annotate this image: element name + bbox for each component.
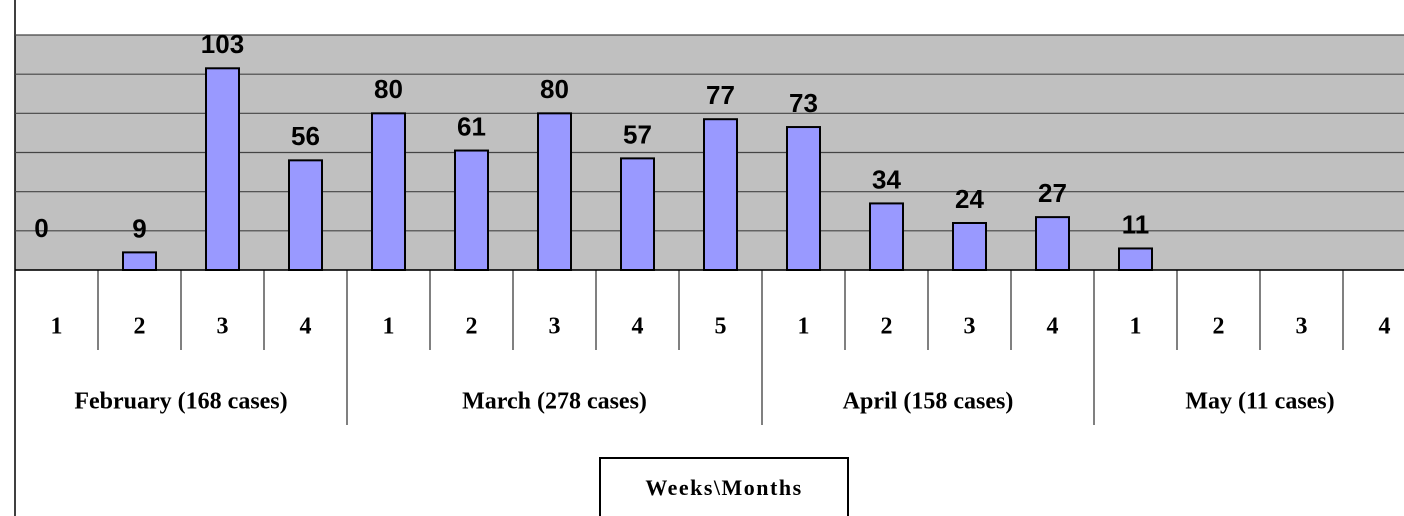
data-label: 27 <box>1038 178 1067 208</box>
group-label: February (168 cases) <box>74 389 287 415</box>
x-tick-label: 2 <box>466 314 478 340</box>
data-label: 56 <box>291 121 320 151</box>
bar <box>288 159 323 271</box>
data-label: 24 <box>955 184 984 214</box>
x-tick-label: 5 <box>715 314 727 340</box>
data-label: 80 <box>374 74 403 104</box>
bar <box>1035 216 1070 271</box>
x-tick-label: 3 <box>964 314 976 340</box>
x-tick-label: 2 <box>881 314 893 340</box>
x-tick-label: 4 <box>300 314 312 340</box>
data-label: 57 <box>623 119 652 149</box>
x-label-box <box>599 457 849 516</box>
bar <box>703 118 738 272</box>
x-tick-label: 1 <box>1130 314 1142 340</box>
group-label: April (158 cases) <box>843 389 1014 415</box>
data-label: 77 <box>706 80 735 110</box>
bar <box>1118 247 1153 271</box>
x-tick-label: 3 <box>217 314 229 340</box>
data-label: 103 <box>201 29 244 59</box>
data-label: 80 <box>540 74 569 104</box>
x-tick-label: 3 <box>549 314 561 340</box>
x-tick-label: 4 <box>1379 314 1391 340</box>
bar <box>122 251 157 271</box>
bar <box>537 112 572 272</box>
x-tick-label: 4 <box>1047 314 1059 340</box>
x-axis-label: Weeks\Months <box>645 475 802 500</box>
x-tick-label: 4 <box>632 314 644 340</box>
data-label: 73 <box>789 88 818 118</box>
data-label: 9 <box>132 213 146 243</box>
bar <box>869 202 904 272</box>
bar <box>371 112 406 272</box>
x-tick-label: 1 <box>51 314 63 340</box>
data-label: 11 <box>1122 209 1150 239</box>
x-tick-label: 2 <box>134 314 146 340</box>
group-label: March (278 cases) <box>462 389 647 415</box>
data-label: 0 <box>34 213 48 243</box>
bar <box>205 67 240 271</box>
data-label: 61 <box>457 111 486 141</box>
bar <box>786 126 821 271</box>
x-tick-label: 3 <box>1296 314 1308 340</box>
bar <box>454 149 489 272</box>
x-tick-label: 2 <box>1213 314 1225 340</box>
bar <box>952 222 987 271</box>
x-tick-label: 1 <box>383 314 395 340</box>
x-tick-label: 1 <box>798 314 810 340</box>
group-label: May (11 cases) <box>1185 389 1334 415</box>
data-label: 34 <box>872 164 901 194</box>
bar <box>620 157 655 271</box>
